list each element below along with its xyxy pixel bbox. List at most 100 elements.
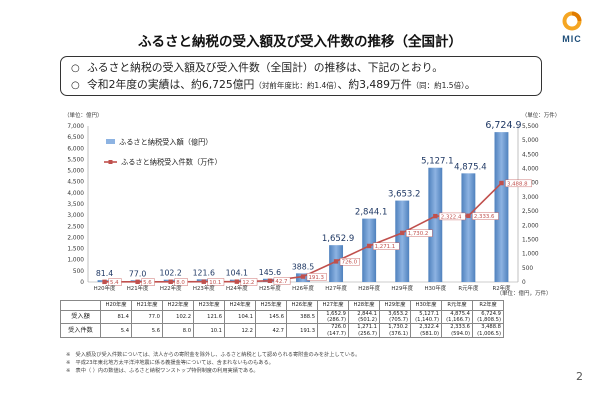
table-cell: 3,653.2 (705.7) <box>379 309 411 325</box>
left-tick-label: 5,000 <box>67 169 84 175</box>
table-cell-value: 2,844.1 <box>357 311 377 317</box>
table-cell: 5.4 <box>100 323 132 338</box>
right-tick-label: 3,500 <box>522 181 539 187</box>
table-header-cell: H26年度 <box>286 300 318 311</box>
x-tick-label: H27年度 <box>325 284 347 292</box>
left-tick-label: 3,500 <box>67 202 84 208</box>
right-axis-unit: （単位：万件） <box>522 111 561 119</box>
right-tick-label: 5,500 <box>522 124 539 130</box>
table-cell: 1,271.1 (256.7) <box>348 323 380 338</box>
x-tick-label: R2年度 <box>492 284 511 292</box>
summary-box: ○ ふるさと納税の受入額及び受入件数（全国計）の推移は、下記のとおり。 ○ 令和2年… <box>60 56 542 96</box>
table-cell: 388.5 <box>286 309 318 325</box>
line-label-box <box>141 278 155 286</box>
table-header-cell: H24年度 <box>224 300 256 311</box>
table-cell-value: 1,730.2 <box>388 324 408 331</box>
table-cell: 191.3 <box>286 323 318 338</box>
summary-ratio-amount: （対前年度比：約1.4倍） <box>254 80 338 90</box>
line-label-box <box>439 212 466 221</box>
right-tick-label: 2,000 <box>522 223 539 229</box>
x-tick-label: H21年度 <box>127 284 149 292</box>
left-tick-label: 3,000 <box>67 213 84 219</box>
line-point <box>135 279 140 285</box>
line-value-label: 3,488.8 <box>507 181 528 187</box>
table-cell-ratio: (256.7) <box>358 330 377 337</box>
table-cell-value: 4,875.4 <box>450 311 470 317</box>
line-point <box>234 279 240 284</box>
table-cell-value: 102.2 <box>176 314 191 321</box>
bullet-circle-icon: ○ <box>71 79 80 91</box>
legend-line-marker <box>108 160 113 164</box>
line-value-label: 2,322.4 <box>441 214 462 220</box>
bar-amount <box>130 280 145 282</box>
legend-line-label: ふるさと納税受入件数（万件） <box>121 158 222 167</box>
line-label-box <box>472 212 499 220</box>
mic-logo: MIC <box>552 8 592 48</box>
table-cell-value: 6,724.9 <box>481 311 501 317</box>
left-tick-label: 1,500 <box>67 247 84 253</box>
table-cell-value: 1,271.1 <box>357 324 377 331</box>
table-cell-value: 5,127.1 <box>419 311 439 317</box>
line-point <box>333 259 339 264</box>
table-cell-value: 1,652.9 <box>326 311 346 317</box>
bar-amount <box>196 279 211 282</box>
right-tick-label: 4,000 <box>522 167 539 173</box>
line-label-box <box>174 278 188 286</box>
table-cell-value: 726.0 <box>331 324 346 331</box>
bar-amount <box>494 132 509 282</box>
table-header-cell: H30年度 <box>410 300 442 311</box>
line-label-box <box>372 242 400 250</box>
bar-value-label: 4,875.4 <box>454 162 486 172</box>
summary-text-2b: 、約3,489万件 <box>337 77 412 91</box>
page-title: ふるさと納税の受入額及び受入件数の推移（全国計） <box>138 34 462 50</box>
logo-text: MIC <box>562 34 582 44</box>
line-value-label: 5.4 <box>110 280 119 286</box>
table-cell-ratio: (501.2) <box>358 317 377 324</box>
right-tick-label: 500 <box>522 266 533 272</box>
table-cell: 6,724.9 (1,808.5) <box>472 309 504 325</box>
bar-amount <box>163 279 178 282</box>
table-cell: 2,333.6 (594.0) <box>441 323 473 338</box>
line-point <box>433 213 438 219</box>
table-cell: 3,488.8 (1,006.5) <box>472 323 504 338</box>
bar-value-label: 77.0 <box>129 269 146 278</box>
table-cell-ratio: (1,166.7) <box>446 317 470 324</box>
bar-value-label: 388.5 <box>292 262 314 271</box>
right-tick-label: 4,500 <box>522 152 539 158</box>
table-header-row: H20年度 H21年度 H22年度 H23年度 H24年度 H25年度 H26年度 H27年度… <box>60 300 504 311</box>
line-label-box <box>273 277 291 285</box>
left-tick-label: 6,500 <box>67 135 84 141</box>
line-point <box>168 279 173 284</box>
x-tick-label: H20年度 <box>94 284 116 292</box>
table-cell-value: 104.1 <box>238 314 253 321</box>
right-tick-label: 2,500 <box>522 209 539 215</box>
bar-amount <box>329 245 344 282</box>
table-cell: 1,652.9 (286.7) <box>317 309 349 325</box>
bar-value-label: 104.1 <box>226 269 248 278</box>
table-cell: 2,844.1 (501.2) <box>348 309 380 325</box>
bar-amount <box>362 218 377 282</box>
bar-value-label: 3,653.2 <box>388 190 420 200</box>
right-tick-label: 5,000 <box>522 138 539 144</box>
line-point <box>201 279 206 284</box>
table-header-cell: H23年度 <box>193 300 225 311</box>
line-value-label: 1,730.2 <box>408 231 429 237</box>
table-cell-value: 2,322.4 <box>419 324 439 331</box>
table-cell-ratio: (1,808.5) <box>477 317 501 324</box>
table-header-cell: R2年度 <box>472 300 504 311</box>
bar-amount <box>461 173 476 282</box>
line-count <box>104 182 503 283</box>
footnote: ※ 表中（ ）内の数値は、ふるさと納税ワンストップ特例制度の利用実績である。 <box>66 368 259 375</box>
left-tick-label: 500 <box>73 269 84 275</box>
table-cell-value: 8.0 <box>182 327 191 334</box>
bar-value-label: 121.6 <box>193 268 215 277</box>
table-header-cell: H27年度 <box>317 300 349 311</box>
table-cell-value: 121.6 <box>207 314 222 321</box>
table-cell: 4,875.4 (1,166.7) <box>441 309 473 325</box>
table-cell-value: 5.4 <box>120 327 129 334</box>
table-cell: 8.0 <box>162 323 194 338</box>
x-tick-label: H28年度 <box>358 284 380 292</box>
table-cell: 145.6 <box>255 309 287 325</box>
table-cell: 77.0 <box>131 309 163 325</box>
x-tick-label: R元年度 <box>458 284 479 292</box>
